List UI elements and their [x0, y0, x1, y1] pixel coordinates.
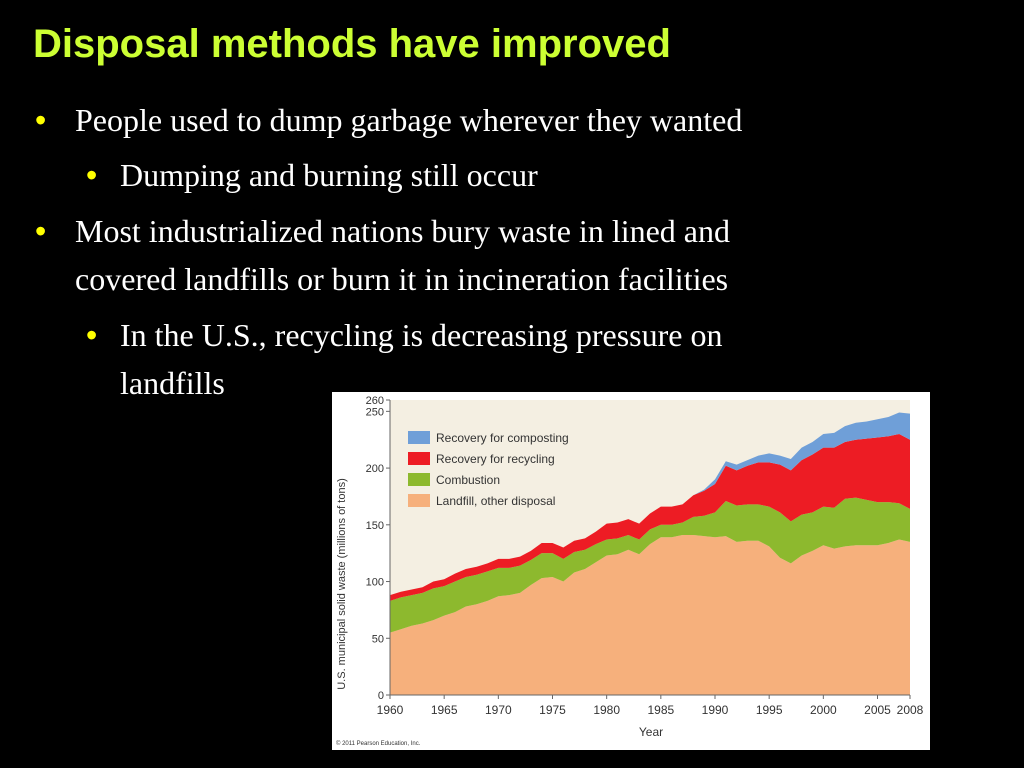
y-tick-label: 250 — [366, 406, 384, 418]
bullet-dot-icon: • — [35, 102, 47, 138]
x-tick-label: 1985 — [647, 703, 674, 717]
area-series-recovery-for-recycling — [390, 434, 910, 601]
y-tick-label: 200 — [366, 463, 384, 475]
legend-label: Combustion — [436, 473, 500, 487]
chart-areas — [390, 400, 910, 695]
bullet-text-line-1: Most industrialized nations bury waste i… — [75, 213, 730, 249]
bullet-text: People used to dump garbage wherever the… — [75, 102, 743, 138]
bullet-text-line-2: landfills — [120, 365, 225, 401]
x-tick-label: 1995 — [756, 703, 783, 717]
copyright-text: © 2011 Pearson Education, Inc. — [336, 740, 421, 747]
legend-label: Landfill, other disposal — [436, 494, 555, 508]
x-tick-label: 1980 — [593, 703, 620, 717]
bullet-dot-icon: • — [35, 213, 47, 249]
waste-chart-panel: 0 50 100 150 200 250 260 1960 1965 1970 1975 1980 19… — [332, 392, 930, 750]
sub-bullet-dumping-burning: • Dumping and burning still occur — [86, 151, 538, 199]
legend-swatch — [408, 431, 430, 444]
legend-label: Recovery for recycling — [436, 452, 555, 466]
area-series-recovery-for-composting — [390, 412, 910, 596]
chart-legend: Recovery for composting Recovery for recy… — [408, 431, 569, 508]
area-series-combustion — [390, 497, 910, 633]
y-tick-label: 0 — [378, 690, 384, 702]
y-tick-label: 100 — [366, 577, 384, 589]
x-tick-label: 1965 — [431, 703, 458, 717]
x-tick-label: 2008 — [897, 703, 924, 717]
bullet-text-line-1: In the U.S., recycling is decreasing pre… — [120, 317, 723, 353]
bullet-dumping-history: • People used to dump garbage wherever t… — [35, 96, 743, 144]
legend-swatch — [408, 494, 430, 507]
y-axis-label: U.S. municipal solid waste (millions of … — [336, 478, 348, 690]
bullet-text: Dumping and burning still occur — [120, 157, 538, 193]
x-tick-label: 1990 — [702, 703, 729, 717]
bullet-text-line-2: covered landfills or burn it in incinera… — [75, 261, 729, 297]
bullet-dot-icon: • — [86, 157, 98, 193]
x-tick-label: 1975 — [539, 703, 566, 717]
x-axis-label: Year — [639, 725, 663, 739]
x-tick-label: 1970 — [485, 703, 512, 717]
legend-swatch — [408, 473, 430, 486]
y-tick-label: 50 — [372, 633, 384, 645]
legend-swatch — [408, 452, 430, 465]
bullet-industrialized-nations: • Most industrialized nations bury waste… — [35, 207, 730, 303]
x-tick-label: 1960 — [377, 703, 404, 717]
slide-title: Disposal methods have improved — [33, 22, 671, 66]
x-tick-label: 2005 — [864, 703, 891, 717]
y-tick-label: 260 — [366, 395, 384, 407]
area-series-landfill-other-disposal — [390, 535, 910, 695]
y-tick-label: 150 — [366, 520, 384, 532]
x-tick-label: 2000 — [810, 703, 837, 717]
sub-bullet-us-recycling: • In the U.S., recycling is decreasing p… — [86, 311, 723, 407]
bullet-dot-icon: • — [86, 317, 98, 353]
legend-label: Recovery for composting — [436, 431, 569, 445]
